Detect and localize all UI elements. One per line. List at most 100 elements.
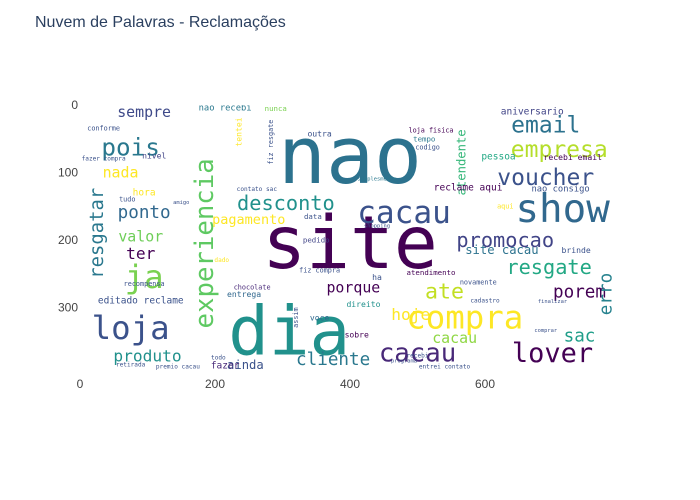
cloud-word: loja fisica bbox=[408, 127, 453, 135]
cloud-word: conforme bbox=[87, 125, 120, 133]
cloud-word: ainda bbox=[227, 358, 264, 372]
cloud-word: dado bbox=[214, 257, 229, 264]
cloud-word: ate bbox=[425, 279, 464, 304]
cloud-word: editado reclame bbox=[98, 295, 184, 306]
cloud-word: site cacau bbox=[465, 243, 538, 257]
cloud-word: hora bbox=[133, 187, 156, 198]
cloud-word: pessoa bbox=[481, 151, 515, 162]
cloud-word: premio cacau bbox=[156, 363, 200, 370]
cloud-word: site bbox=[262, 201, 438, 286]
cloud-word: comprar bbox=[534, 328, 557, 334]
cloud-word: novamente bbox=[460, 279, 497, 287]
cloud-word: cliente bbox=[296, 350, 370, 370]
cloud-word: voce bbox=[310, 313, 330, 323]
cloud-word: recebi email bbox=[544, 152, 603, 162]
cloud-word: aqui bbox=[497, 202, 513, 210]
cloud-word: cacau bbox=[379, 338, 456, 368]
cloud-word: loja bbox=[92, 309, 170, 347]
cloud-word: produto bbox=[113, 347, 181, 366]
cloud-word: amigo bbox=[173, 200, 189, 206]
cloud-word: fazer compra bbox=[82, 156, 126, 163]
cloud-word: nunca bbox=[265, 104, 287, 113]
cloud-word: promocao bbox=[456, 228, 554, 252]
cloud-word: sempre bbox=[117, 103, 171, 121]
x-tick-label: 400 bbox=[340, 377, 360, 391]
cloud-word: nao recebi bbox=[199, 103, 252, 113]
cloud-word: email bbox=[511, 112, 580, 138]
cloud-word: entrega bbox=[227, 289, 261, 299]
cloud-word: pagamento bbox=[212, 212, 285, 228]
cloud-word: erro bbox=[597, 273, 617, 315]
image-background bbox=[80, 105, 620, 375]
cloud-word: nada bbox=[103, 164, 139, 182]
cloud-word: tempo bbox=[413, 134, 435, 143]
cloud-word: finalizar bbox=[538, 299, 568, 305]
cloud-word: ha bbox=[372, 272, 382, 282]
cloud-word: valor bbox=[118, 228, 163, 246]
cloud-word: experiencia bbox=[190, 158, 220, 328]
cloud-word: voucher bbox=[497, 165, 594, 191]
cloud-word: shopping bbox=[364, 224, 390, 230]
cloud-word: outra bbox=[307, 128, 331, 138]
cloud-word: atendente bbox=[454, 129, 468, 195]
x-tick-label: 0 bbox=[77, 377, 84, 391]
cloud-word: recebi bbox=[406, 353, 428, 360]
y-tick-label: 100 bbox=[58, 166, 78, 180]
cloud-word: resgate bbox=[506, 255, 591, 279]
cloud-word: brinde bbox=[562, 245, 591, 255]
cloud-word: aniversario bbox=[501, 106, 564, 117]
cloud-word: fazer bbox=[211, 361, 240, 372]
cloud-word: desconto bbox=[237, 191, 335, 215]
cloud-word: pois bbox=[101, 132, 160, 161]
cloud-word: lover bbox=[512, 338, 593, 369]
cloud-word: codigo bbox=[415, 144, 440, 152]
cloud-word: compra bbox=[406, 299, 523, 337]
cloud-word: reclame aqui bbox=[434, 183, 503, 194]
cloud-word: nao consigo bbox=[531, 184, 589, 194]
y-tick-label: 200 bbox=[58, 233, 78, 247]
x-tick-label: 200 bbox=[205, 377, 225, 391]
x-tick-label: 600 bbox=[475, 377, 495, 391]
cloud-word: hoje bbox=[391, 305, 430, 324]
cloud-word: sac bbox=[564, 327, 596, 347]
cloud-word: assim bbox=[292, 307, 300, 327]
cloud-word: nao bbox=[278, 109, 422, 202]
cloud-word: todo bbox=[211, 355, 226, 362]
cloud-word: fiz resgate bbox=[267, 120, 275, 165]
cloud-word: cacau bbox=[432, 329, 477, 347]
cloud-word: fiz compra bbox=[299, 266, 340, 274]
cloud-word: empresa bbox=[511, 137, 608, 163]
cloud-word: tudo bbox=[119, 196, 135, 204]
cloud-word: show bbox=[515, 187, 610, 232]
cloud-word: data bbox=[304, 212, 322, 221]
cloud-word: retirada bbox=[116, 361, 146, 368]
cloud-word: programa bbox=[391, 359, 417, 365]
y-tick-label: 300 bbox=[58, 301, 78, 315]
cloud-word: ter bbox=[126, 244, 155, 263]
cloud-word: porque bbox=[326, 278, 380, 296]
cloud-word: atendimento bbox=[407, 268, 456, 277]
cloud-word: ponto bbox=[118, 203, 171, 223]
cloud-word: nivel bbox=[142, 151, 166, 161]
cloud-word: tentei bbox=[234, 117, 244, 146]
cloud-word: simplesmente bbox=[358, 176, 397, 182]
chart-title: Nuvem de Palavras - Reclamações bbox=[35, 14, 286, 31]
y-tick-label: 0 bbox=[71, 98, 78, 112]
cloud-word: chocolate bbox=[234, 283, 271, 291]
cloud-word: recompensa bbox=[124, 280, 165, 288]
cloud-word: sobre bbox=[345, 330, 369, 340]
cloud-word: pedido bbox=[303, 236, 330, 245]
y-axis: 0 100 200 300 bbox=[58, 98, 78, 315]
cloud-word: ja bbox=[125, 258, 164, 296]
cloud-word: cadastro bbox=[470, 297, 500, 304]
cloud-word: resgatar bbox=[86, 188, 108, 279]
cloud-word: contato sac bbox=[237, 186, 278, 193]
cloud-word: porem bbox=[553, 283, 606, 303]
cloud-word: dia bbox=[228, 292, 350, 371]
x-axis: 0 200 400 600 bbox=[77, 377, 496, 391]
cloud-word: entrei contato bbox=[419, 363, 471, 370]
cloud-word: direito bbox=[346, 299, 380, 309]
cloud-word: cacau bbox=[357, 195, 451, 231]
